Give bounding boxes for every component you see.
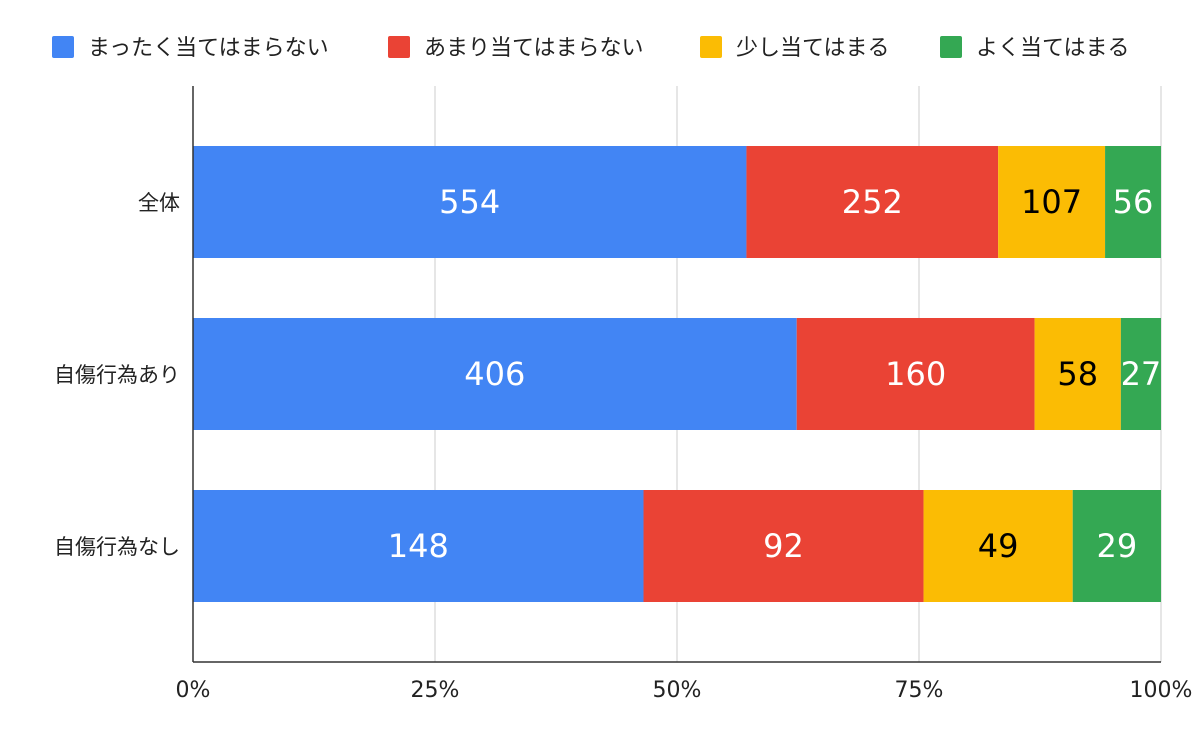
bar-segment <box>193 318 797 430</box>
legend-swatch <box>52 36 74 58</box>
bar-segment <box>1120 318 1161 430</box>
bar-segment <box>193 490 644 602</box>
legend-label: よく当てはまる <box>976 36 1130 61</box>
data-label: 58 <box>1057 355 1098 393</box>
data-label: 252 <box>842 183 903 221</box>
data-label: 107 <box>1021 183 1082 221</box>
bar-segment <box>923 490 1073 602</box>
bar-segment <box>193 146 747 258</box>
data-label: 56 <box>1113 183 1154 221</box>
data-label: 554 <box>439 183 500 221</box>
data-label: 148 <box>388 527 449 565</box>
x-tick-label: 100% <box>1130 678 1193 703</box>
bars: 554 252 107 56 406 160 58 27 148 92 49 29 <box>193 146 1161 602</box>
legend-swatch <box>700 36 722 58</box>
data-label: 160 <box>885 355 946 393</box>
data-label: 49 <box>978 527 1019 565</box>
x-tick-label: 75% <box>895 678 944 703</box>
x-tick-label: 0% <box>176 678 211 703</box>
category-label: 自傷行為あり <box>54 363 180 387</box>
category-label: 自傷行為なし <box>54 535 180 559</box>
bar-segment <box>1105 146 1161 258</box>
bar-segment <box>998 146 1106 258</box>
data-label: 92 <box>763 527 804 565</box>
legend-label: まったく当てはまらない <box>88 36 329 61</box>
bar-segment <box>746 146 999 258</box>
data-label: 27 <box>1121 355 1162 393</box>
category-label: 全体 <box>138 191 180 215</box>
x-tick-label: 25% <box>411 678 460 703</box>
bar-segment <box>643 490 924 602</box>
legend: まったく当てはまらない あまり当てはまらない 少し当てはまる よく当てはまる <box>52 36 1130 61</box>
bar-segment <box>796 318 1035 430</box>
legend-label: 少し当てはまる <box>736 36 890 61</box>
legend-label: あまり当てはまらない <box>424 36 644 61</box>
legend-swatch <box>940 36 962 58</box>
data-label: 406 <box>464 355 525 393</box>
axes <box>192 86 1161 663</box>
bar-segment <box>1072 490 1161 602</box>
x-tick-label: 50% <box>653 678 702 703</box>
bar-segment <box>1034 318 1121 430</box>
legend-swatch <box>388 36 410 58</box>
x-tick-labels: 0% 25% 50% 75% 100% <box>176 678 1193 703</box>
data-label: 29 <box>1097 527 1138 565</box>
